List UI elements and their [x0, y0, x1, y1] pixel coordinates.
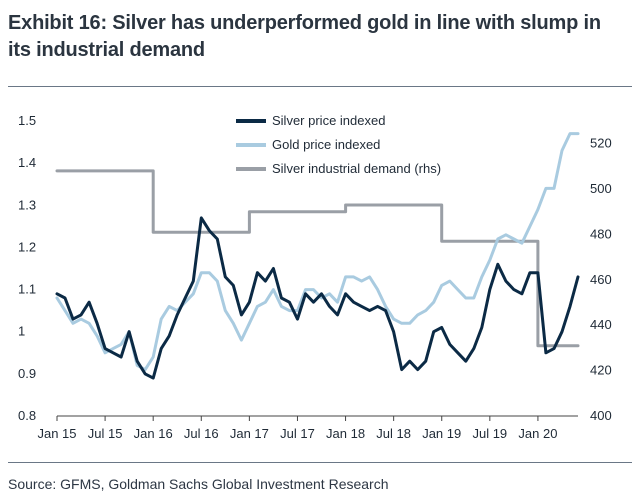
- x-tick-label: Jul 16: [184, 426, 219, 441]
- x-tick-label: Jan 15: [37, 426, 76, 441]
- series-lines: [55, 132, 580, 380]
- x-tick-label: Jul 15: [88, 426, 123, 441]
- y-right-tick-label: 520: [590, 136, 612, 151]
- x-tick-label: Jan 20: [518, 426, 557, 441]
- axes: 0.8 0.9 1 1.1 1.2 1.3 1.4 1.5 400 420 440 460 480 500…: [18, 113, 612, 441]
- top-divider: [8, 86, 632, 87]
- y-right-tick-label: 440: [590, 317, 612, 332]
- legend: Silver price indexed Gold price indexed Si…: [236, 113, 441, 176]
- y-left-tick-label: 1.1: [18, 282, 36, 297]
- y-left-tick-label: 1.3: [18, 197, 36, 212]
- y-left-tick-label: 1.4: [18, 155, 36, 170]
- line-chart: 0.8 0.9 1 1.1 1.2 1.3 1.4 1.5 400 420 440 460 480 500…: [18, 113, 612, 441]
- y-right-tick-label: 400: [590, 408, 612, 423]
- y-left-tick-label: 0.9: [18, 366, 36, 381]
- silver-price-indexed-line: [55, 216, 580, 380]
- silver-industrial-demand-rhs-line: [55, 169, 580, 348]
- bottom-divider: [8, 462, 632, 463]
- y-left-tick-label: 1.5: [18, 113, 36, 128]
- y-right-tick-label: 480: [590, 226, 612, 241]
- y-left-tick-label: 0.8: [18, 408, 36, 423]
- x-tick-label: Jan 16: [134, 426, 173, 441]
- x-tick-label: Jul 19: [472, 426, 507, 441]
- source-note: Source: GFMS, Goldman Sachs Global Inves…: [8, 476, 389, 492]
- chart-title: Exhibit 16: Silver has underperformed go…: [8, 12, 601, 61]
- y-right-tick-label: 420: [590, 363, 612, 378]
- y-left-tick-label: 1: [18, 324, 25, 339]
- x-tick-label: Jul 18: [376, 426, 411, 441]
- y-right-tick-label: 460: [590, 272, 612, 287]
- legend-label-silver-price-indexed: Silver price indexed: [272, 113, 385, 128]
- legend-label-silver-industrial-demand-rhs: Silver industrial demand (rhs): [272, 161, 441, 176]
- x-tick-label: Jan 17: [230, 426, 269, 441]
- x-tick-label: Jan 18: [326, 426, 365, 441]
- gold-price-indexed-line: [55, 132, 580, 372]
- legend-label-gold-price-indexed: Gold price indexed: [272, 137, 380, 152]
- y-left-tick-label: 1.2: [18, 239, 36, 254]
- x-tick-label: Jul 17: [280, 426, 315, 441]
- x-tick-label: Jan 19: [422, 426, 461, 441]
- y-right-tick-label: 500: [590, 181, 612, 196]
